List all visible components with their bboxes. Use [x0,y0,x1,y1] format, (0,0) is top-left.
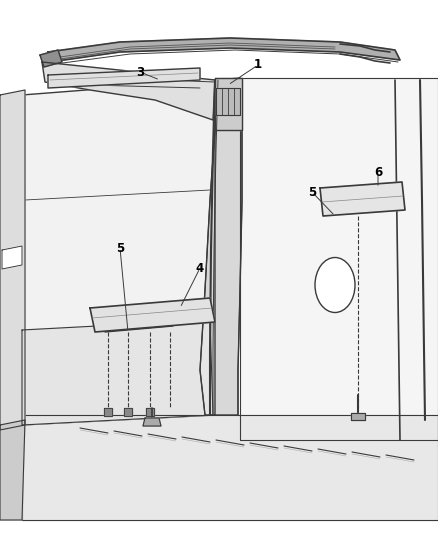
Polygon shape [90,298,215,332]
Text: 5: 5 [116,241,124,254]
Text: 3: 3 [136,66,144,78]
Polygon shape [216,88,240,115]
Polygon shape [22,80,215,425]
Polygon shape [48,68,200,88]
Text: 6: 6 [374,166,382,180]
Text: 4: 4 [196,262,204,274]
Polygon shape [40,50,62,67]
Polygon shape [0,90,25,430]
Polygon shape [0,420,25,520]
Text: 1: 1 [254,59,262,71]
Polygon shape [215,78,242,130]
Polygon shape [240,78,438,440]
Polygon shape [22,320,213,425]
Polygon shape [42,62,215,120]
Polygon shape [22,415,438,520]
Polygon shape [200,78,242,415]
Polygon shape [104,408,112,416]
Polygon shape [143,418,161,426]
Polygon shape [48,38,400,62]
Polygon shape [351,413,365,420]
Polygon shape [320,182,405,216]
Polygon shape [146,408,154,416]
Text: 5: 5 [308,185,316,198]
Polygon shape [124,408,132,416]
Ellipse shape [315,257,355,312]
Polygon shape [2,246,22,269]
